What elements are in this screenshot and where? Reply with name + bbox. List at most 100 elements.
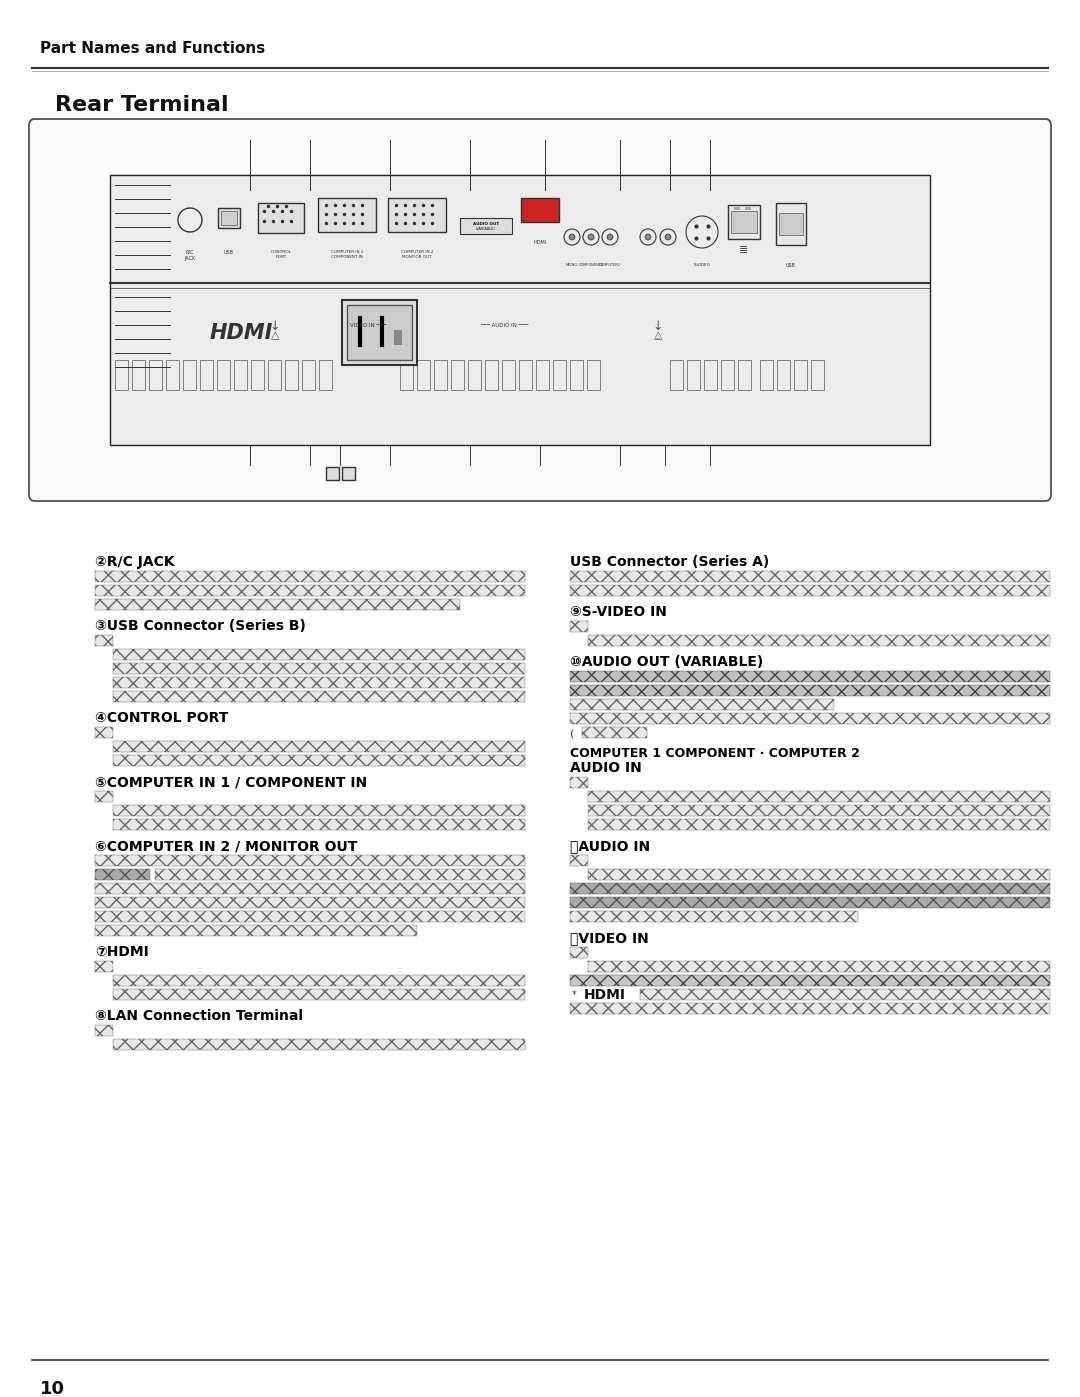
Bar <box>113 975 525 986</box>
Bar <box>318 198 376 232</box>
Bar <box>588 961 1050 972</box>
Text: ⑨S-VIDEO IN: ⑨S-VIDEO IN <box>570 605 666 619</box>
Text: COMPUTER2: COMPUTER2 <box>599 263 621 267</box>
Bar <box>704 360 717 390</box>
Circle shape <box>607 235 613 240</box>
Text: ③USB Connector (Series B): ③USB Connector (Series B) <box>95 619 306 633</box>
Bar <box>570 585 1050 597</box>
Bar <box>570 571 1050 583</box>
Bar <box>721 360 734 390</box>
Bar <box>570 671 1050 682</box>
Bar <box>217 360 230 390</box>
Text: (VARIABLE): (VARIABLE) <box>476 226 496 231</box>
Bar <box>570 685 1050 696</box>
Bar <box>95 883 525 894</box>
Text: ④CONTROL PORT: ④CONTROL PORT <box>95 711 228 725</box>
Text: CONTROL
PORT: CONTROL PORT <box>270 250 292 258</box>
Text: COMPUTER 1 COMPONENT · COMPUTER 2: COMPUTER 1 COMPONENT · COMPUTER 2 <box>570 747 860 760</box>
Bar <box>760 360 773 390</box>
Bar <box>218 208 240 228</box>
Bar <box>794 360 807 390</box>
Text: USB Connector (Series A): USB Connector (Series A) <box>570 555 769 569</box>
Bar <box>132 360 145 390</box>
Bar <box>113 805 525 816</box>
Text: S-VIDEO: S-VIDEO <box>693 263 711 267</box>
Bar <box>394 330 402 345</box>
Text: USB: USB <box>786 263 796 268</box>
Bar <box>588 791 1050 802</box>
Circle shape <box>645 235 651 240</box>
Bar <box>113 754 525 766</box>
Bar <box>553 360 566 390</box>
Bar <box>570 698 834 710</box>
Bar <box>113 664 525 673</box>
Bar <box>388 198 446 232</box>
Text: ≣: ≣ <box>740 244 748 256</box>
Bar <box>113 1039 525 1051</box>
Bar <box>521 198 559 222</box>
Text: VIDEO IN ───: VIDEO IN ─── <box>350 323 387 328</box>
Bar <box>95 961 113 972</box>
Bar <box>251 360 264 390</box>
Text: ⑧LAN Connection Terminal: ⑧LAN Connection Terminal <box>95 1009 303 1023</box>
Text: Part Names and Functions: Part Names and Functions <box>40 41 266 56</box>
Bar <box>234 360 247 390</box>
Bar <box>570 360 583 390</box>
Bar <box>417 360 430 390</box>
Bar <box>95 855 525 866</box>
Circle shape <box>588 235 594 240</box>
Bar <box>302 360 315 390</box>
Bar <box>149 360 162 390</box>
Text: △: △ <box>653 330 662 339</box>
Bar <box>110 175 930 446</box>
Bar <box>777 360 789 390</box>
Bar <box>95 791 113 802</box>
Text: ⑤COMPUTER IN 1 / COMPONENT IN: ⑤COMPUTER IN 1 / COMPONENT IN <box>95 775 367 789</box>
Bar <box>113 740 525 752</box>
Bar <box>113 692 525 703</box>
Bar <box>588 805 1050 816</box>
Bar <box>588 819 1050 830</box>
Text: HDMI: HDMI <box>534 240 546 244</box>
Bar <box>319 360 332 390</box>
Text: ↓: ↓ <box>270 320 280 332</box>
Bar <box>588 360 600 390</box>
Bar <box>485 360 498 390</box>
Text: Rear Terminal: Rear Terminal <box>55 95 229 115</box>
Text: AUDIO OUT: AUDIO OUT <box>473 222 499 226</box>
Bar <box>113 650 525 659</box>
Text: ⑪AUDIO IN: ⑪AUDIO IN <box>570 840 650 854</box>
Bar <box>570 947 588 958</box>
Text: △: △ <box>656 332 660 338</box>
Bar <box>640 989 1050 1000</box>
Text: *: * <box>572 990 577 1000</box>
Text: COMPUTER IN 2
MONITOR OUT: COMPUTER IN 2 MONITOR OUT <box>401 250 433 258</box>
Bar <box>536 360 549 390</box>
Bar <box>95 911 525 922</box>
Bar <box>468 360 481 390</box>
Bar <box>342 467 355 481</box>
Bar <box>570 777 588 788</box>
Bar <box>95 726 113 738</box>
Bar <box>95 897 525 908</box>
Bar <box>570 883 1050 894</box>
Bar <box>258 203 303 233</box>
Bar <box>734 207 740 210</box>
Bar <box>95 636 113 645</box>
Bar <box>519 360 532 390</box>
Bar <box>779 212 804 235</box>
Text: ⑩AUDIO OUT (VARIABLE): ⑩AUDIO OUT (VARIABLE) <box>570 655 764 669</box>
Bar <box>114 360 129 390</box>
Bar <box>113 819 525 830</box>
Bar <box>156 869 525 880</box>
FancyBboxPatch shape <box>29 119 1051 502</box>
Bar <box>95 599 460 610</box>
Bar <box>570 911 858 922</box>
Bar <box>460 218 512 235</box>
Bar <box>687 360 700 390</box>
Bar <box>200 360 213 390</box>
Text: ↓: ↓ <box>652 320 663 332</box>
Text: R/C
JACK: R/C JACK <box>185 250 195 261</box>
Bar <box>268 360 281 390</box>
Bar <box>570 897 1050 908</box>
